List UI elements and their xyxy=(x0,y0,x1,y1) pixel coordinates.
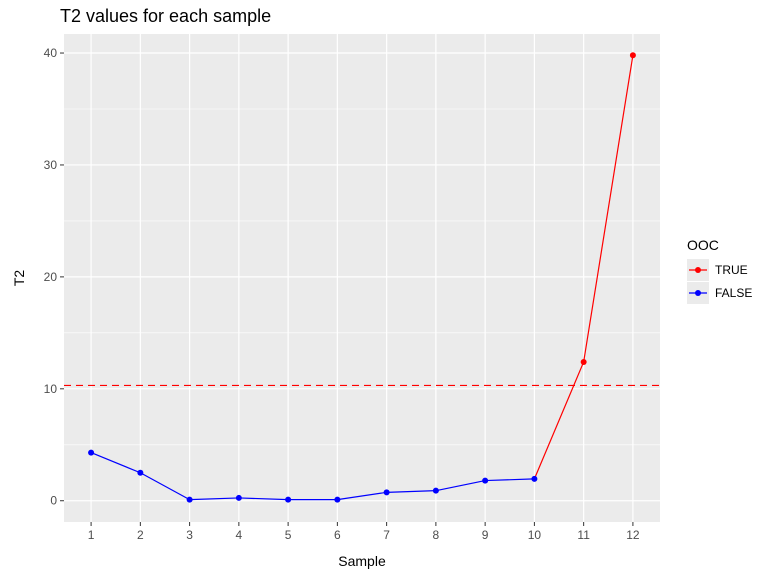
x-tick-label: 3 xyxy=(186,528,193,542)
data-point xyxy=(137,469,144,476)
series-segment xyxy=(386,490,436,493)
x-tick-label: 9 xyxy=(482,528,489,542)
legend-entries: TRUE FALSE xyxy=(687,259,752,304)
y-tick-label: 30 xyxy=(44,158,58,172)
legend: OOC TRUE FALSE xyxy=(687,237,752,304)
data-point xyxy=(482,477,489,484)
y-tick-label: 40 xyxy=(44,46,58,60)
data-point xyxy=(531,475,538,482)
x-tick-label: 11 xyxy=(577,528,590,542)
series-segment xyxy=(485,478,535,482)
legend-title: OOC xyxy=(687,237,719,253)
x-tick-label: 2 xyxy=(137,528,144,542)
series-segment xyxy=(238,497,289,501)
plot-panel xyxy=(64,34,660,522)
x-tick-label: 7 xyxy=(383,528,390,542)
x-tick-label: 6 xyxy=(334,528,341,542)
data-point xyxy=(629,52,636,59)
data-point xyxy=(88,449,95,456)
data-point xyxy=(383,489,390,496)
series-segment xyxy=(583,55,634,363)
series-lines xyxy=(90,55,634,501)
data-point xyxy=(334,496,341,503)
legend-entry: FALSE xyxy=(687,282,752,304)
x-tick-label: 5 xyxy=(285,528,292,542)
data-point xyxy=(285,496,292,503)
x-tick-label: 10 xyxy=(528,528,542,542)
legend-label: FALSE xyxy=(715,286,752,300)
legend-key-point xyxy=(695,267,701,273)
series-segment xyxy=(140,472,190,501)
x-tick-label: 12 xyxy=(626,528,640,542)
chart-title: T2 values for each sample xyxy=(60,6,271,26)
y-tick-label: 0 xyxy=(50,494,57,508)
series-points xyxy=(88,52,636,503)
x-tick-label: 4 xyxy=(236,528,243,542)
y-axis-title: T2 xyxy=(11,270,27,287)
y-tick-label: 10 xyxy=(44,382,58,396)
series-segment xyxy=(435,479,486,492)
data-point xyxy=(235,494,242,501)
series-segment xyxy=(533,361,585,480)
y-tick-label: 20 xyxy=(44,270,58,284)
legend-label: TRUE xyxy=(715,263,748,277)
data-point xyxy=(432,487,439,494)
series-segment xyxy=(337,491,387,501)
legend-key-point xyxy=(695,290,701,296)
series-segment xyxy=(189,497,239,501)
grid-lines xyxy=(64,34,660,522)
data-point xyxy=(186,496,193,503)
x-axis: 1 2 3 4 5 6 7 8 9 10 11 12 xyxy=(88,522,640,542)
x-tick-label: 8 xyxy=(433,528,440,542)
x-axis-title: Sample xyxy=(338,553,386,569)
data-point xyxy=(580,358,587,365)
series-segment xyxy=(90,452,141,474)
legend-entry: TRUE xyxy=(687,259,748,281)
x-tick-label: 1 xyxy=(88,528,95,542)
y-axis: 0 10 20 30 40 xyxy=(44,46,64,508)
